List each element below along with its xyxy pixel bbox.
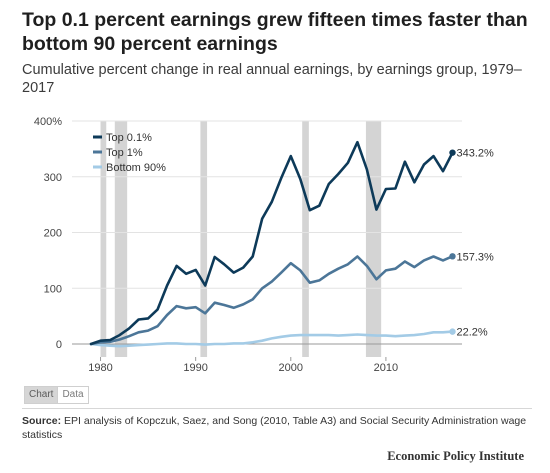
recession-band — [365, 121, 382, 357]
source-prefix: Source: — [22, 415, 62, 427]
series-end-point — [449, 328, 456, 335]
y-tick-label: 100 — [44, 283, 62, 295]
publisher-logo: Economic Policy Institute — [387, 449, 524, 463]
series-end-label: 157.3% — [456, 251, 494, 263]
legend-label: Bottom 90% — [106, 162, 166, 174]
y-tick-label: 0 — [56, 339, 62, 351]
chart-title: Top 0.1 percent earnings grew fifteen ti… — [22, 9, 528, 55]
x-tick-label: 2000 — [279, 362, 303, 374]
x-tick-label: 2010 — [374, 362, 398, 374]
source-note: Source: EPI analysis of Kopczuk, Saez, a… — [22, 414, 527, 442]
recession-band — [100, 121, 107, 357]
recession-band — [200, 121, 208, 357]
y-tick-label: 300 — [44, 172, 62, 184]
divider — [22, 408, 532, 409]
y-tick-label: 400% — [34, 116, 62, 128]
recession-band — [302, 121, 309, 357]
series-end-point — [449, 149, 456, 156]
chart-subtitle: Cumulative percent change in real annual… — [22, 62, 522, 96]
series-end-label: 343.2% — [456, 148, 494, 160]
tab-data[interactable]: Data — [58, 386, 89, 404]
series-end-label: 22.2% — [456, 327, 487, 339]
series-end-point — [449, 253, 456, 260]
series-line — [89, 254, 454, 346]
recession-band — [114, 121, 128, 357]
series-line — [89, 140, 454, 346]
source-text: EPI analysis of Kopczuk, Saez, and Song … — [22, 415, 527, 441]
y-tick-label: 200 — [44, 228, 62, 240]
x-tick-label: 1990 — [183, 362, 207, 374]
series-line — [89, 330, 454, 348]
legend-label: Top 1% — [106, 147, 143, 159]
legend-label: Top 0.1% — [106, 132, 152, 144]
tab-chart[interactable]: Chart — [24, 386, 59, 404]
view-toggle: Chart Data — [24, 386, 89, 404]
x-tick-label: 1980 — [88, 362, 112, 374]
